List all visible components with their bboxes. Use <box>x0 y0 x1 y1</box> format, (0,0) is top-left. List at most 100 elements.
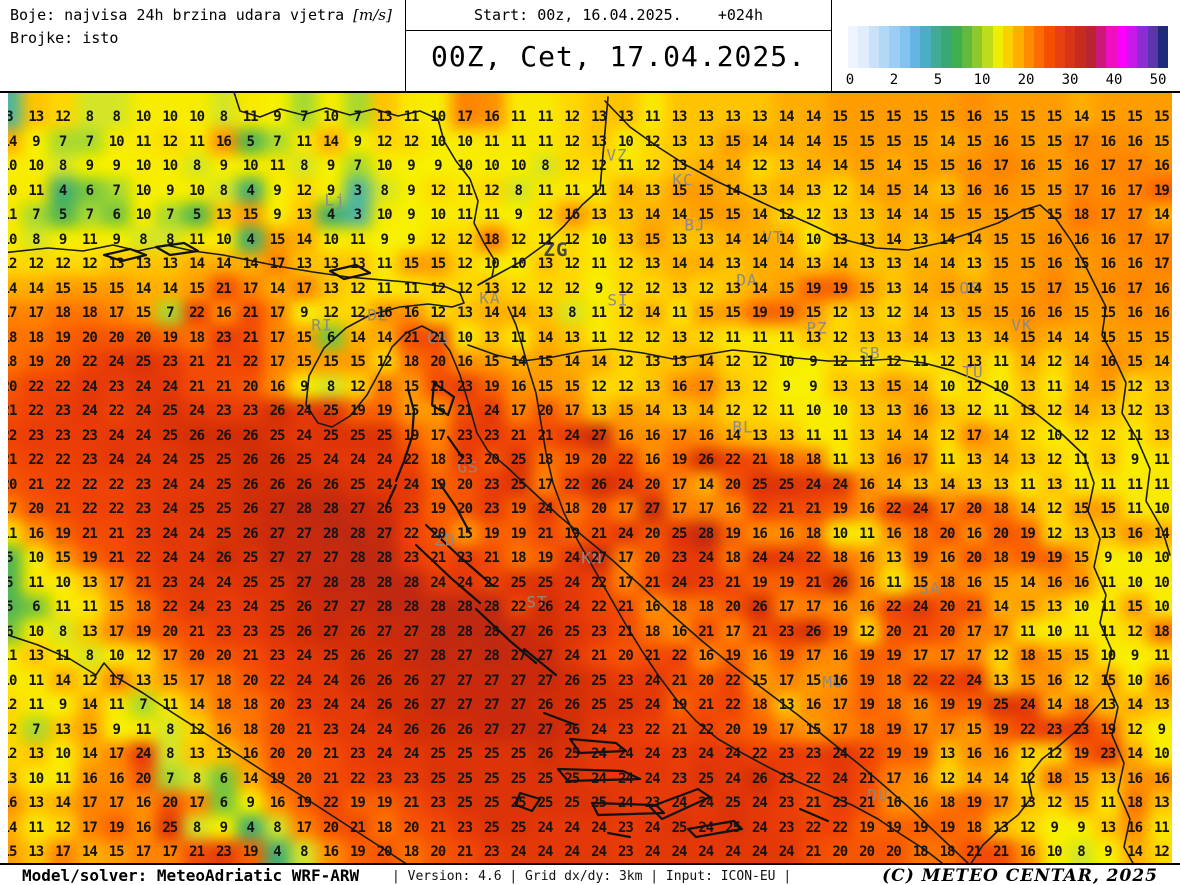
grid-value: 10 <box>162 158 178 174</box>
grid-value: 13 <box>671 329 688 346</box>
grid-value: 24 <box>135 378 152 395</box>
field-cell <box>826 93 855 106</box>
grid-value: 19 <box>805 280 822 297</box>
grid-value: 14 <box>993 427 1009 444</box>
grid-value: 28 <box>296 501 312 517</box>
grid-value: 15 <box>966 721 982 738</box>
grid-value: 16 <box>885 525 902 542</box>
grid-value: 12 <box>1100 427 1116 444</box>
grid-value: 10 <box>1153 599 1170 615</box>
grid-value: 23 <box>269 648 286 664</box>
grid-value: 24 <box>537 844 554 860</box>
grid-value: 15 <box>993 256 1009 272</box>
grid-value: 14 <box>912 378 929 395</box>
grid-value: 18 <box>510 550 527 566</box>
grid-value: 10 <box>1153 550 1170 566</box>
field-cell <box>665 93 694 106</box>
grid-value: 22 <box>162 599 178 615</box>
grid-value: 13 <box>912 231 929 248</box>
grid-value: 17 <box>108 746 125 762</box>
grid-value: 9 <box>1077 819 1085 836</box>
grid-value: 25 <box>269 599 286 615</box>
grid-value: 17 <box>1153 231 1170 248</box>
grid-value: 25 <box>162 403 178 419</box>
grid-value: 23 <box>162 574 178 591</box>
grid-value: 8 <box>139 231 147 248</box>
grid-value: 10 <box>832 525 848 542</box>
grid-value: 11 <box>832 427 848 444</box>
grid-value: 15 <box>403 403 420 419</box>
grid-value: 12 <box>1046 746 1063 762</box>
grid-value: 9 <box>273 207 281 223</box>
grid-value: 13 <box>698 133 714 150</box>
grid-value: 8 <box>300 158 308 174</box>
grid-value: 13 <box>591 403 607 419</box>
grid-value: 15 <box>725 207 741 223</box>
grid-value: 12 <box>832 182 848 199</box>
grid-value: 24 <box>376 746 393 762</box>
grid-value: 13 <box>189 746 205 762</box>
grid-value: 12 <box>939 354 956 370</box>
grid-value: 18 <box>215 672 232 689</box>
grid-value: 12 <box>457 256 473 272</box>
grid-value: 12 <box>81 256 98 272</box>
grid-value: 25 <box>993 697 1009 713</box>
grid-value: 12 <box>885 354 902 370</box>
grid-value: 24 <box>564 844 580 860</box>
grid-value: 24 <box>564 550 580 566</box>
grid-value: 11 <box>591 182 607 199</box>
grid-value: 17 <box>1127 182 1143 199</box>
grid-value: 15 <box>1019 599 1036 615</box>
grid-value: 25 <box>457 746 473 762</box>
grid-value: 16 <box>1153 280 1170 297</box>
grid-value: 16 <box>1046 574 1063 591</box>
grid-value: 15 <box>832 109 848 125</box>
grid-value: 17 <box>671 476 688 493</box>
grid-value: 10 <box>617 133 634 150</box>
grid-value: 23 <box>671 746 688 762</box>
grid-value: 22 <box>483 574 500 591</box>
grid-value: 24 <box>591 819 607 836</box>
grid-value: 23 <box>1046 721 1063 738</box>
grid-value: 12 <box>1127 721 1143 738</box>
grid-value: 15 <box>162 672 178 689</box>
grid-value: 14 <box>644 305 661 321</box>
grid-value: 13 <box>28 109 44 125</box>
grid-value: 22 <box>885 501 902 517</box>
grid-value: 25 <box>510 476 527 493</box>
grid-value: 9 <box>32 133 40 150</box>
grid-value: 11 <box>671 305 688 321</box>
field-cell <box>719 153 747 180</box>
grid-value: 18 <box>859 721 875 738</box>
grid-value: 20 <box>135 770 152 787</box>
grid-value: 22 <box>805 550 822 566</box>
field-cell <box>585 104 613 131</box>
grid-value: 21 <box>349 819 366 836</box>
grid-value: 13 <box>885 550 902 566</box>
field-cell <box>692 129 721 155</box>
grid-value: 16 <box>1153 672 1170 689</box>
grid-value: 16 <box>993 746 1009 762</box>
color-scale-cell <box>1126 26 1138 68</box>
grid-value: 24 <box>189 403 205 419</box>
grid-value: 24 <box>698 819 714 836</box>
grid-value: 19 <box>751 305 768 321</box>
grid-value: 10 <box>376 207 393 223</box>
grid-value: 16 <box>1046 672 1063 689</box>
grid-value: 23 <box>135 525 152 542</box>
grid-value: 25 <box>671 819 688 836</box>
grid-value: 17 <box>1100 158 1116 174</box>
field-cell <box>478 153 506 180</box>
grid-value: 15 <box>349 354 366 370</box>
grid-value: 17 <box>189 672 205 689</box>
grid-value: 18 <box>885 672 902 689</box>
grid-value: 16 <box>1046 305 1063 321</box>
grid-value: 24 <box>296 427 312 444</box>
grid-value: 28 <box>349 574 366 591</box>
grid-value: 14 <box>1127 697 1143 713</box>
grid-value: 15 <box>885 182 902 199</box>
grid-value: 15 <box>1019 182 1036 199</box>
grid-value: 12 <box>349 378 366 395</box>
grid-value: 13 <box>832 378 848 395</box>
grid-value: 8 <box>219 182 228 199</box>
